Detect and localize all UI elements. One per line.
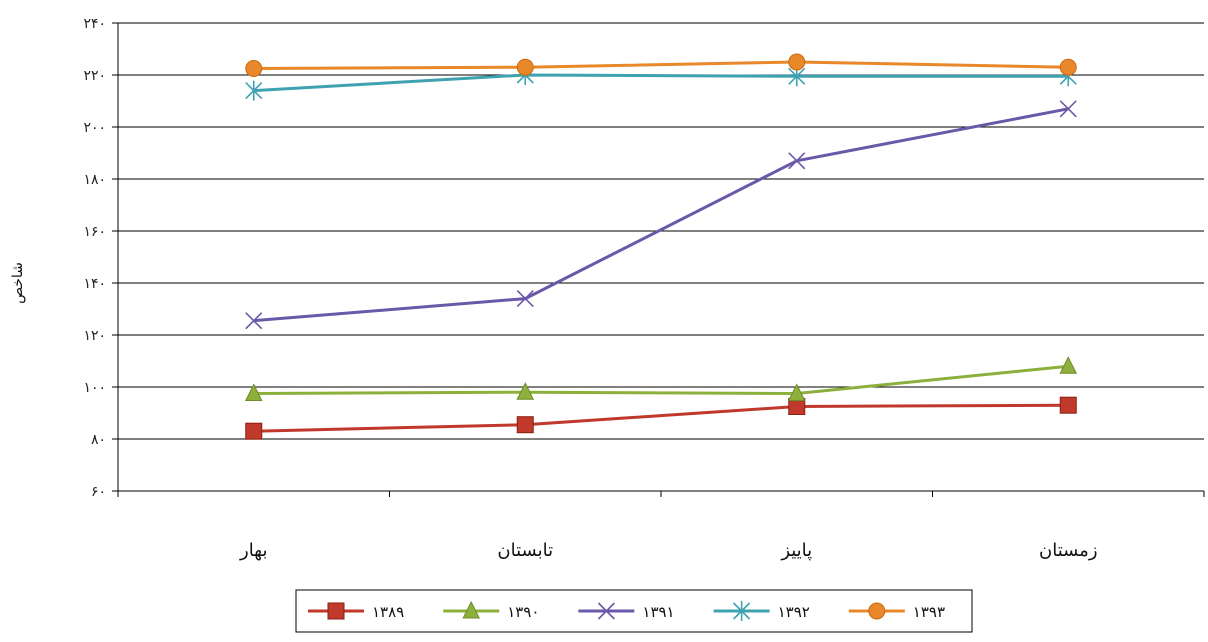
data-point-marker: [516, 290, 534, 308]
data-point-marker: [245, 60, 263, 77]
data-point-marker: [245, 422, 263, 440]
x-category-labels: بهار تابستان پاییز زمستان: [239, 540, 1098, 561]
series-1: [245, 396, 1077, 440]
legend-label: ۱۳۹۳: [913, 603, 945, 621]
data-point-marker: [245, 312, 263, 330]
y-tick-label: ۱۶۰: [83, 224, 106, 240]
x-category-label: تابستان: [497, 540, 553, 561]
legend-item: ۱۳۹۲: [713, 601, 810, 621]
data-point-marker: [1059, 396, 1077, 414]
series-4: [245, 65, 1077, 101]
y-tick-label: ۱۴۰: [83, 276, 106, 292]
y-tick-label: ۸۰: [91, 432, 106, 448]
legend-label: ۱۳۹۲: [778, 603, 810, 621]
data-point-marker: [788, 53, 806, 71]
data-point-marker: [462, 600, 481, 619]
legend-label: ۱۳۸۹: [372, 603, 404, 621]
data-point-marker: [788, 152, 806, 170]
series-2: [244, 356, 1078, 401]
data-point-marker: [1059, 356, 1078, 374]
legend-label: ۱۳۹۰: [507, 603, 539, 621]
legend-item: ۱۳۹۱: [578, 602, 675, 621]
x-category-label: بهار: [239, 540, 267, 561]
series-3: [245, 100, 1077, 330]
legend-item: ۱۳۹۳: [848, 602, 945, 621]
legend-label: ۱۳۹۱: [642, 603, 674, 621]
x-category-label: زمستان: [1039, 540, 1098, 561]
legend: ۱۳۸۹ ۱۳۹۰ ۱۳۹۱ ۱۳۹۲ ۱۳۹۳: [295, 589, 973, 633]
series-line: [253, 73, 1069, 93]
series-line: [253, 60, 1069, 70]
legend-item: ۱۳۹۰: [443, 600, 539, 621]
y-tick-label: ۱۲۰: [83, 328, 106, 344]
data-point-marker: [245, 80, 263, 101]
axes: [112, 22, 1205, 497]
legend-item: ۱۳۸۹: [308, 602, 404, 621]
series-group: [244, 53, 1078, 440]
y-tick-label: ۲۲۰: [83, 68, 106, 84]
data-point-marker: [244, 383, 263, 401]
series-line: [253, 364, 1069, 395]
series-line: [253, 107, 1069, 323]
data-point-marker: [733, 601, 751, 621]
data-point-marker: [327, 602, 345, 620]
y-tick-label: ۲۴۰: [83, 16, 106, 32]
y-tick-label: ۱۰۰: [83, 380, 106, 396]
data-point-marker: [868, 602, 886, 620]
data-point-marker: [516, 416, 534, 434]
data-point-marker: [516, 382, 535, 400]
y-tick-label: ۱۸۰: [83, 172, 106, 188]
data-point-marker: [516, 58, 534, 76]
y-tick-label: ۶۰: [91, 484, 106, 500]
series-5: [245, 53, 1077, 77]
data-point-marker: [597, 602, 615, 620]
series-line: [253, 403, 1069, 433]
data-point-marker: [1059, 58, 1077, 76]
y-axis-label: شاخص: [10, 262, 26, 304]
y-tick-labels: ۶۰ ۸۰ ۱۰۰ ۱۲۰ ۱۴۰ ۱۶۰ ۱۸۰ ۲۰۰ ۲۲۰ ۲۴۰: [83, 16, 106, 500]
x-category-label: پاییز: [780, 540, 812, 561]
data-point-marker: [787, 383, 806, 401]
data-point-marker: [1059, 100, 1077, 118]
y-tick-label: ۲۰۰: [83, 120, 106, 136]
